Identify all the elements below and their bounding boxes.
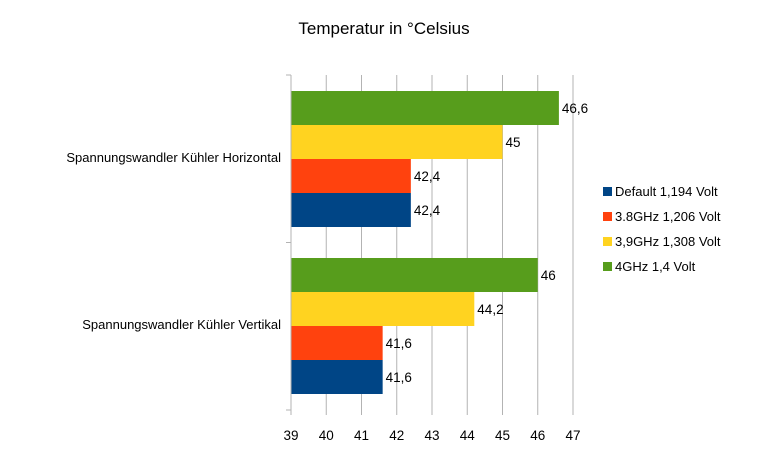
bar	[291, 258, 538, 292]
legend-label: Default 1,194 Volt	[615, 184, 718, 199]
category-label: Spannungswandler Kühler Vertikal	[82, 317, 281, 332]
bars: 42,4 42,4 45 46,6 41,6 41,6 44,2 46	[291, 91, 588, 394]
bar	[291, 360, 383, 394]
bar	[291, 326, 383, 360]
x-tick-label: 45	[495, 428, 510, 443]
data-label: 45	[506, 135, 521, 150]
legend-label: 4GHz 1,4 Volt	[615, 259, 696, 274]
x-tick-label: 40	[319, 428, 334, 443]
legend-label: 3,9GHz 1,308 Volt	[615, 234, 721, 249]
bar	[291, 292, 475, 326]
data-label: 44,2	[477, 302, 503, 317]
data-label: 41,6	[386, 336, 412, 351]
category-label: Spannungswandler Kühler Horizontal	[66, 150, 281, 165]
data-label: 42,4	[414, 203, 441, 218]
legend-label: 3.8GHz 1,206 Volt	[615, 209, 721, 224]
bar	[291, 159, 411, 193]
x-tick-label: 41	[354, 428, 369, 443]
bar	[291, 91, 559, 125]
data-label: 46	[541, 268, 556, 283]
x-tick-label: 47	[565, 428, 580, 443]
data-label: 42,4	[414, 169, 441, 184]
bar	[291, 125, 503, 159]
x-tick-label: 44	[460, 428, 476, 443]
axes	[286, 74, 292, 411]
bar	[291, 193, 411, 227]
x-axis-ticks: 39 40 41 42 43 44 45 46 47	[283, 428, 580, 443]
x-tick-label: 46	[530, 428, 545, 443]
legend-swatch	[603, 237, 612, 246]
data-label: 46,6	[562, 101, 588, 116]
category-labels: Spannungswandler Kühler Horizontal Spannu…	[66, 150, 281, 332]
legend-swatch	[603, 262, 612, 271]
x-tick-label: 39	[283, 428, 298, 443]
legend: Default 1,194 Volt 3.8GHz 1,206 Volt 3,9GH…	[603, 184, 721, 274]
x-tick-label: 43	[424, 428, 439, 443]
legend-swatch	[603, 187, 612, 196]
chart-title: Temperatur in °Celsius	[298, 19, 469, 38]
legend-swatch	[603, 212, 612, 221]
data-label: 41,6	[386, 370, 412, 385]
x-tick-label: 42	[389, 428, 404, 443]
